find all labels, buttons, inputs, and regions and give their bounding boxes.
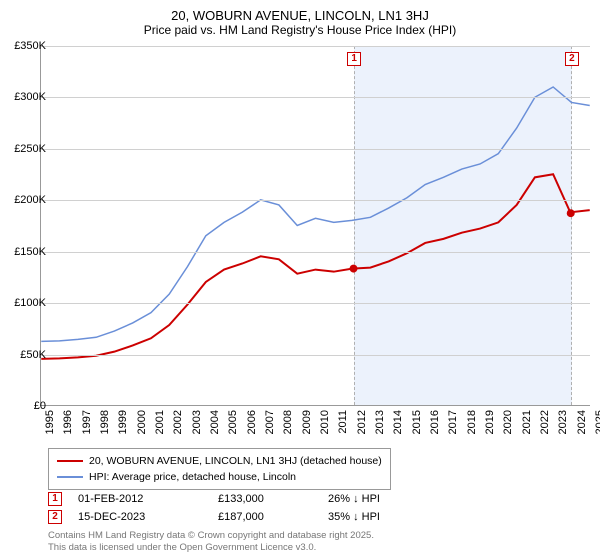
x-tick-label: 2021 bbox=[521, 410, 533, 440]
x-tick-label: 2022 bbox=[539, 410, 551, 440]
x-tick-label: 2020 bbox=[502, 410, 514, 440]
x-tick-label: 2008 bbox=[282, 410, 294, 440]
chart-container: 20, WOBURN AVENUE, LINCOLN, LN1 3HJ Pric… bbox=[0, 0, 600, 560]
sale-delta-2: 35% ↓ HPI bbox=[328, 511, 428, 523]
legend-item-hpi: HPI: Average price, detached house, Linc… bbox=[57, 469, 382, 485]
x-tick-label: 2024 bbox=[576, 410, 588, 440]
chart-subtitle: Price paid vs. HM Land Registry's House … bbox=[0, 23, 600, 41]
legend-item-property: 20, WOBURN AVENUE, LINCOLN, LN1 3HJ (det… bbox=[57, 453, 382, 469]
chart-marker-1: 1 bbox=[347, 52, 361, 66]
x-tick-label: 2018 bbox=[466, 410, 478, 440]
x-tick-label: 2010 bbox=[319, 410, 331, 440]
x-tick-label: 1995 bbox=[44, 410, 56, 440]
sales-table: 1 01-FEB-2012 £133,000 26% ↓ HPI 2 15-DE… bbox=[48, 490, 428, 526]
legend-label-property: 20, WOBURN AVENUE, LINCOLN, LN1 3HJ (det… bbox=[89, 455, 382, 467]
sale-marker-1: 1 bbox=[48, 492, 62, 506]
series-property bbox=[41, 174, 589, 359]
x-tick-label: 1998 bbox=[99, 410, 111, 440]
y-tick-label: £350K bbox=[6, 40, 46, 52]
y-tick-label: £250K bbox=[6, 143, 46, 155]
x-tick-label: 2005 bbox=[227, 410, 239, 440]
x-tick-label: 2007 bbox=[264, 410, 276, 440]
x-tick-label: 1997 bbox=[81, 410, 93, 440]
x-tick-label: 2012 bbox=[356, 410, 368, 440]
y-tick-label: £100K bbox=[6, 297, 46, 309]
sale-row-2: 2 15-DEC-2023 £187,000 35% ↓ HPI bbox=[48, 508, 428, 526]
x-tick-label: 2009 bbox=[301, 410, 313, 440]
y-tick-label: £200K bbox=[6, 194, 46, 206]
legend: 20, WOBURN AVENUE, LINCOLN, LN1 3HJ (det… bbox=[48, 448, 391, 490]
plot-area: 12 bbox=[40, 46, 590, 406]
x-tick-label: 2025 bbox=[594, 410, 600, 440]
sale-delta-1: 26% ↓ HPI bbox=[328, 493, 428, 505]
chart-marker-2: 2 bbox=[565, 52, 579, 66]
x-tick-label: 2011 bbox=[337, 410, 349, 440]
line-series-svg bbox=[41, 46, 590, 405]
y-tick-label: £50K bbox=[6, 349, 46, 361]
x-tick-label: 2017 bbox=[447, 410, 459, 440]
sale-row-1: 1 01-FEB-2012 £133,000 26% ↓ HPI bbox=[48, 490, 428, 508]
x-tick-label: 2014 bbox=[392, 410, 404, 440]
x-tick-label: 2001 bbox=[154, 410, 166, 440]
x-tick-label: 2004 bbox=[209, 410, 221, 440]
sale-point-1 bbox=[350, 265, 358, 273]
sale-price-1: £133,000 bbox=[218, 493, 328, 505]
x-tick-label: 2002 bbox=[172, 410, 184, 440]
x-tick-label: 2006 bbox=[246, 410, 258, 440]
attribution-line2: This data is licensed under the Open Gov… bbox=[48, 542, 374, 554]
x-tick-label: 2015 bbox=[411, 410, 423, 440]
legend-swatch-hpi bbox=[57, 476, 83, 478]
sale-point-2 bbox=[567, 209, 575, 217]
x-tick-label: 1996 bbox=[62, 410, 74, 440]
y-tick-label: £150K bbox=[6, 246, 46, 258]
attribution: Contains HM Land Registry data © Crown c… bbox=[48, 530, 374, 554]
y-tick-label: £300K bbox=[6, 91, 46, 103]
legend-label-hpi: HPI: Average price, detached house, Linc… bbox=[89, 471, 296, 483]
y-tick-label: £0 bbox=[6, 400, 46, 412]
chart-title: 20, WOBURN AVENUE, LINCOLN, LN1 3HJ bbox=[0, 0, 600, 23]
sale-date-1: 01-FEB-2012 bbox=[78, 493, 218, 505]
legend-swatch-property bbox=[57, 460, 83, 462]
sale-price-2: £187,000 bbox=[218, 511, 328, 523]
x-tick-label: 2013 bbox=[374, 410, 386, 440]
attribution-line1: Contains HM Land Registry data © Crown c… bbox=[48, 530, 374, 542]
x-tick-label: 1999 bbox=[117, 410, 129, 440]
sale-date-2: 15-DEC-2023 bbox=[78, 511, 218, 523]
x-tick-label: 2000 bbox=[136, 410, 148, 440]
sale-marker-2: 2 bbox=[48, 510, 62, 524]
x-tick-label: 2003 bbox=[191, 410, 203, 440]
x-tick-label: 2019 bbox=[484, 410, 496, 440]
x-tick-label: 2023 bbox=[557, 410, 569, 440]
x-tick-label: 2016 bbox=[429, 410, 441, 440]
